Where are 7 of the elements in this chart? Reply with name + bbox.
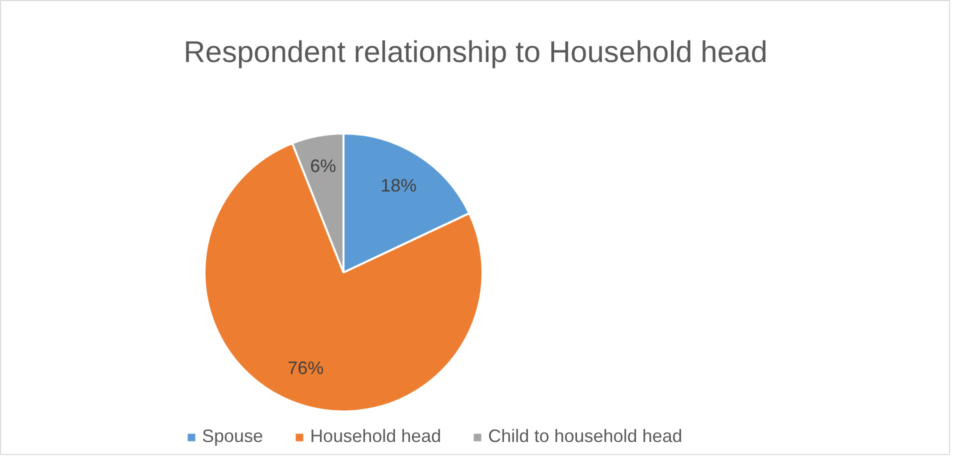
legend-label: Household head: [310, 426, 442, 447]
chart-title: Respondent relationship to Household head: [184, 36, 768, 69]
data-label: 6%: [310, 156, 336, 176]
legend-label: Child to household head: [488, 426, 682, 447]
data-label: 18%: [380, 176, 417, 196]
legend-label: Spouse: [202, 426, 264, 447]
data-label: 76%: [288, 358, 324, 378]
